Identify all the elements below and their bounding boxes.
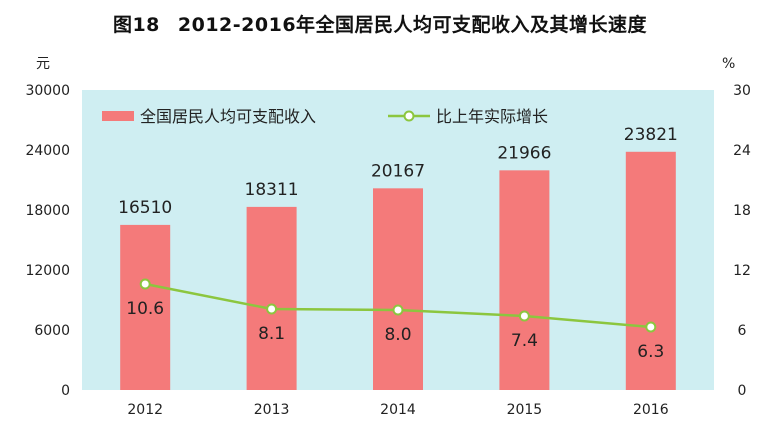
x-tick-label: 2016: [633, 402, 669, 418]
legend-bar-label: 全国居民人均可支配收入: [140, 107, 316, 126]
legend-line-label: 比上年实际增长: [436, 107, 548, 126]
right-tick-label: 0: [738, 383, 747, 399]
x-tick-label: 2013: [254, 402, 290, 418]
x-tick-label: 2014: [380, 402, 416, 418]
legend-line-marker: [403, 110, 415, 122]
right-tick-label: 6: [738, 323, 747, 339]
growth-point: [645, 321, 657, 333]
right-tick-label: 24: [733, 143, 751, 159]
growth-rate-label: 8.0: [384, 325, 411, 345]
left-tick-label: 18000: [25, 203, 70, 219]
x-tick-label: 2015: [507, 402, 543, 418]
chart-title: 图18 2012-2016年全国居民人均可支配收入及其增长速度: [0, 10, 760, 37]
growth-rate-label: 10.6: [126, 299, 164, 319]
title-text: 2012-2016年全国居民人均可支配收入及其增长速度: [177, 14, 648, 36]
left-tick-label: 30000: [25, 83, 70, 99]
growth-rate-label: 7.4: [511, 331, 538, 351]
left-tick-label: 6000: [34, 323, 70, 339]
growth-rate-label: 6.3: [637, 342, 664, 362]
left-tick-label: 24000: [25, 143, 70, 159]
income-bar: [499, 170, 550, 390]
income-bar: [373, 188, 423, 390]
growth-rate-label: 8.1: [258, 324, 285, 344]
right-tick-label: 12: [733, 263, 751, 279]
right-tick-label: 30: [733, 83, 751, 99]
growth-point: [266, 303, 278, 315]
growth-point: [392, 304, 404, 316]
figure-number: 图18: [112, 14, 160, 36]
income-bar: [625, 151, 676, 390]
growth-point: [139, 278, 151, 290]
right-axis-unit: %: [722, 56, 735, 72]
x-tick-label: 2012: [127, 402, 163, 418]
income-bar-label: 20167: [371, 161, 425, 181]
left-tick-label: 12000: [25, 263, 70, 279]
income-bar: [120, 224, 171, 390]
income-bar-label: 16510: [118, 198, 172, 218]
legend-bar-swatch: [102, 111, 134, 121]
right-tick-label: 18: [733, 203, 751, 219]
left-axis-unit: 元: [36, 56, 50, 72]
left-tick-label: 0: [61, 383, 70, 399]
income-bar-label: 23821: [624, 125, 678, 145]
growth-point: [518, 310, 530, 322]
income-bar-label: 21966: [497, 143, 551, 163]
income-bar-label: 18311: [245, 180, 299, 200]
income-bar: [246, 206, 297, 390]
